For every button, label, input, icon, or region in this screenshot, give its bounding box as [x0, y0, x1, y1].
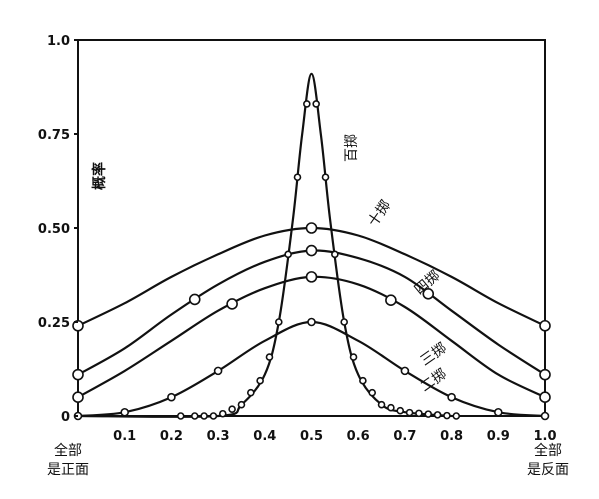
x-tick-label-7: 0.8: [440, 429, 463, 444]
y-tick-label-0: 0: [61, 410, 70, 425]
series-line-3: [77, 320, 546, 418]
series-label-4: 百掷: [344, 134, 360, 162]
series-3-marker-5: [400, 366, 410, 376]
series-4-marker-20: [368, 388, 377, 397]
x-tick-label-9: 1.0: [533, 429, 556, 444]
series-3-marker-8: [540, 411, 550, 421]
series-4-marker-3: [209, 412, 218, 420]
series-4-marker-4: [218, 409, 227, 418]
series-4-marker-22: [387, 403, 395, 412]
series-1-marker-0: [72, 368, 84, 381]
x-tick-label-2: 0.3: [207, 429, 230, 444]
y-tick-label-2: 0.50: [38, 222, 70, 237]
series-4-marker-17: [340, 318, 348, 326]
series-4-marker-28: [443, 411, 451, 420]
series-0-marker-1: [305, 222, 318, 234]
y-tick-label-4: 1.0: [47, 34, 70, 49]
series-3-marker-2: [167, 392, 176, 402]
series-4-marker-21: [377, 400, 386, 409]
x-tick-label-8: 0.9: [487, 429, 510, 444]
x-tick-label-0: 0.1: [113, 429, 136, 444]
series-4-marker-19: [359, 376, 367, 385]
series-4-marker-12: [293, 173, 302, 182]
series-4-marker-10: [275, 318, 283, 326]
y-axis-label: 概率: [91, 162, 108, 190]
series-4-marker-2: [200, 412, 208, 420]
series-4-marker-18: [349, 353, 358, 361]
x-tick-label-3: 0.4: [253, 429, 276, 444]
x-end-label-left-1: 是正面: [47, 462, 89, 478]
y-tick-label-1: 0.25: [38, 316, 70, 331]
x-tick-label-5: 0.6: [347, 429, 370, 444]
series-0-marker-2: [539, 319, 551, 332]
x-end-label-right-1: 是反面: [527, 462, 569, 478]
series-1-marker-2: [305, 244, 318, 257]
series-2-marker-2: [305, 271, 318, 283]
series-4-marker-5: [228, 405, 236, 414]
series-4-marker-0: [176, 412, 185, 420]
series-4-marker-25: [415, 409, 423, 418]
series-label-2: 三掷: [418, 340, 450, 369]
x-end-label-right-0: 全部: [534, 442, 562, 459]
series-4-marker-6: [237, 400, 246, 409]
series-0-marker-0: [72, 319, 84, 332]
series-2-marker-4: [539, 391, 551, 404]
series-3-marker-1: [120, 407, 129, 417]
series-2-marker-0: [72, 391, 84, 404]
series-3-marker-3: [213, 366, 223, 376]
x-tick-label-4: 0.5: [300, 429, 323, 444]
series-1-marker-3: [422, 287, 435, 300]
series-4-marker-26: [424, 410, 433, 418]
series-4-marker-14: [312, 100, 320, 108]
series-4-marker-23: [396, 406, 405, 415]
series-4-marker-27: [433, 411, 442, 419]
series-4-marker-29: [452, 412, 461, 420]
series-3-marker-4: [307, 317, 316, 327]
x-tick-label-6: 0.7: [393, 429, 416, 444]
series-line-2: [77, 275, 546, 399]
series-4-marker-11: [284, 250, 292, 259]
series-1-marker-1: [188, 293, 201, 306]
series-4-marker-1: [190, 412, 199, 420]
x-tick-label-1: 0.2: [160, 429, 183, 444]
series-4-marker-7: [246, 388, 255, 397]
series-label-0: 十掷: [365, 198, 394, 230]
series-3-marker-6: [447, 392, 456, 402]
series-2-marker-1: [226, 298, 238, 310]
series-3-marker-7: [493, 407, 503, 417]
y-tick-label-3: 0.75: [38, 128, 70, 143]
series-4-marker-24: [405, 408, 414, 417]
series-4-marker-16: [331, 250, 339, 259]
series-label-3: 二掷: [418, 366, 450, 395]
series-4-marker-9: [265, 353, 274, 361]
series-4-marker-13: [303, 100, 311, 108]
series-2-marker-3: [385, 294, 397, 306]
series-4-marker-15: [321, 173, 330, 182]
series-1-marker-4: [539, 368, 551, 381]
x-end-label-left-0: 全部: [54, 442, 82, 459]
series-4-marker-8: [256, 376, 264, 385]
